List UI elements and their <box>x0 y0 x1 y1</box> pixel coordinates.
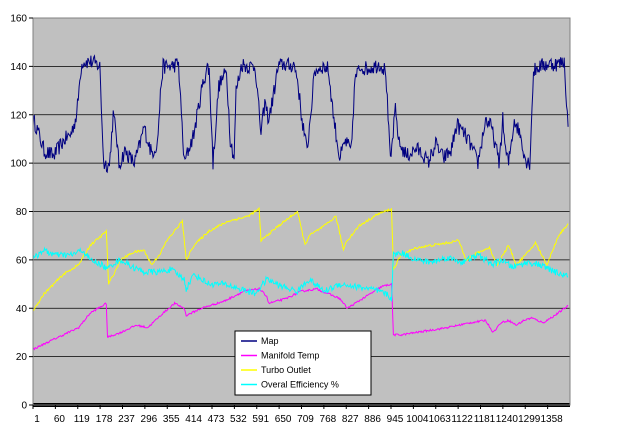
series-line-turbo-outlet <box>32 207 569 312</box>
x-tick-label: 119 <box>74 414 90 425</box>
y-tick-label: 160 <box>10 14 27 25</box>
y-tick-label: 20 <box>16 352 28 363</box>
x-tick-label: 532 <box>230 414 247 425</box>
x-tick-label: 355 <box>163 414 180 425</box>
x-tick-label: 1358 <box>541 414 564 425</box>
x-tick-label: 709 <box>297 414 314 425</box>
series-line-overal-efficiency <box>32 246 569 302</box>
x-tick-label: 414 <box>185 414 202 425</box>
y-tick-label: 120 <box>10 110 27 121</box>
x-tick-label: 827 <box>342 414 359 425</box>
x-tick-label: 1 <box>34 414 40 425</box>
x-tick-label: 1004 <box>406 414 429 425</box>
x-tick-label: 1122 <box>451 414 473 425</box>
x-tick-label: 650 <box>275 414 292 425</box>
x-tick-label: 1181 <box>474 414 496 425</box>
legend-item: Map <box>261 336 279 346</box>
x-tick-label: 60 <box>54 414 66 425</box>
x-tick-label: 591 <box>252 414 269 425</box>
x-tick-label: 178 <box>96 414 113 425</box>
y-tick-label: 60 <box>16 255 28 266</box>
x-axis: 1 60 119 178 237 296 355 414 473 532 591 650 709 768 8… <box>32 405 564 425</box>
x-tick-label: 886 <box>364 414 381 425</box>
series-line-map <box>32 54 569 174</box>
y-tick-label: 140 <box>10 62 27 73</box>
x-tick-label: 473 <box>208 414 225 425</box>
x-tick-label: 1240 <box>496 414 519 425</box>
legend-item: Manifold Temp <box>261 351 319 361</box>
legend: Map Manifold Temp Turbo Outlet Overal Effic… <box>234 330 372 396</box>
y-tick-label: 100 <box>10 159 27 170</box>
y-tick-label: 80 <box>16 207 28 218</box>
x-tick-label: 1063 <box>429 414 452 425</box>
series-layer <box>32 54 569 351</box>
legend-item: Turbo Outlet <box>261 365 311 375</box>
x-tick-label: 945 <box>387 414 404 425</box>
x-tick-label: 1299 <box>518 414 541 425</box>
y-tick-label: 0 <box>21 401 27 412</box>
legend-box <box>234 330 372 396</box>
x-tick-label: 296 <box>141 414 158 425</box>
legend-item: Overal Efficiency % <box>261 380 339 390</box>
x-tick-label: 768 <box>320 414 337 425</box>
y-axis: 0 20 40 60 80 100 120 140 160 <box>10 14 33 412</box>
y-tick-label: 40 <box>16 304 28 315</box>
x-tick-label: 237 <box>118 414 135 425</box>
